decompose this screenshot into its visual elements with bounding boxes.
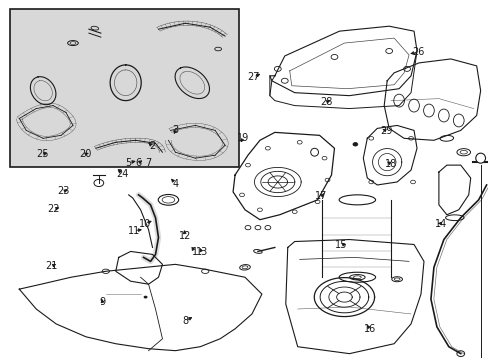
Circle shape (143, 296, 147, 298)
Text: 14: 14 (434, 219, 447, 229)
Text: 19: 19 (237, 133, 249, 143)
Text: 3: 3 (172, 125, 178, 135)
Ellipse shape (339, 195, 375, 205)
Ellipse shape (339, 272, 375, 282)
Text: 13: 13 (195, 247, 207, 257)
Text: 21: 21 (45, 261, 57, 271)
Text: 9: 9 (99, 297, 105, 307)
Text: 1: 1 (191, 247, 198, 257)
Text: 28: 28 (319, 97, 332, 107)
Text: 17: 17 (314, 191, 327, 201)
Text: 5: 5 (125, 158, 132, 168)
Text: 25: 25 (37, 149, 49, 159)
Text: 20: 20 (79, 149, 91, 159)
Ellipse shape (158, 194, 178, 205)
Text: 22: 22 (47, 204, 60, 214)
Circle shape (352, 143, 357, 146)
Text: 10: 10 (139, 219, 151, 229)
Text: 4: 4 (172, 179, 178, 189)
Text: 24: 24 (116, 168, 128, 179)
Text: 29: 29 (380, 126, 392, 136)
Text: 16: 16 (363, 324, 375, 334)
Text: 2: 2 (149, 141, 155, 151)
Text: 8: 8 (182, 316, 188, 326)
Text: 11: 11 (127, 226, 140, 236)
Text: 6: 6 (135, 158, 142, 168)
Bar (10, 9, 238, 167)
Ellipse shape (475, 153, 485, 163)
Text: 15: 15 (334, 240, 346, 250)
Text: 12: 12 (179, 231, 191, 242)
Text: 18: 18 (385, 159, 397, 169)
Text: 26: 26 (411, 47, 424, 57)
Text: 23: 23 (57, 186, 70, 197)
Text: 7: 7 (145, 158, 151, 168)
Text: 27: 27 (246, 72, 259, 82)
